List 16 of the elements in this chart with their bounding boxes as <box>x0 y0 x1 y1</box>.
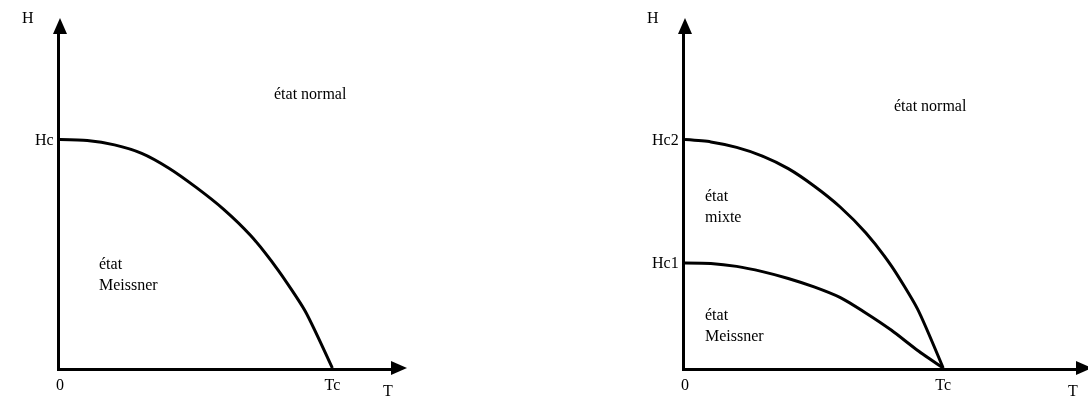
annotation: état Meissner <box>99 255 159 293</box>
y-axis-title: H <box>22 9 34 26</box>
x-tick-label: Tc <box>935 376 952 394</box>
annotation: état mixte <box>705 187 742 225</box>
x-axis-title: T <box>383 382 393 399</box>
text: état normal <box>894 97 967 114</box>
annotation: état Meissner <box>705 306 765 344</box>
text: état normal <box>274 85 347 102</box>
x-tick-label: 0 <box>681 376 689 394</box>
x-tick-label: 0 <box>56 376 64 394</box>
text: Hc <box>35 131 54 148</box>
y-axis-title: H <box>647 9 659 26</box>
text: Hc1 <box>652 254 679 271</box>
x-tick-label: Tc <box>324 376 341 394</box>
x-axis-title: T <box>1068 382 1078 399</box>
text: Hc2 <box>652 131 679 148</box>
